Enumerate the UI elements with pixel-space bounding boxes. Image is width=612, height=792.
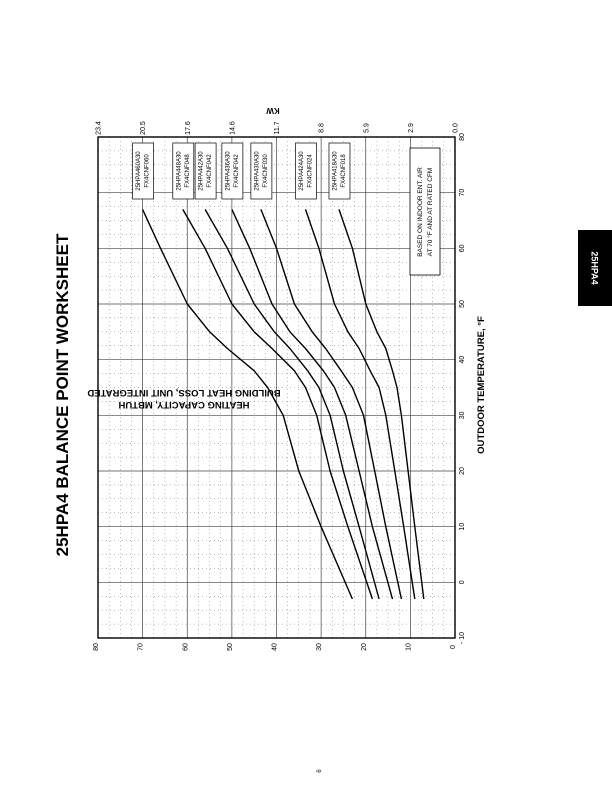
series-label: 25HPA430A30 FX4CNF030 bbox=[250, 142, 273, 200]
series-label-box bbox=[328, 142, 351, 200]
series-label: 25HPA436A30 FX4CNF042 bbox=[221, 142, 244, 200]
x-tick-label: 10 bbox=[459, 523, 466, 531]
series-label: 25HPA424A30 FX4CNF024 bbox=[295, 142, 317, 200]
y-tick-label: 40 bbox=[272, 643, 279, 651]
series-label-box bbox=[132, 142, 154, 200]
kw-axis-label: KW bbox=[266, 106, 280, 115]
chart-title: 25HPA4 BALANCE POINT WORKSHEET bbox=[53, 233, 72, 556]
series-name-2: FX4CNF030 bbox=[263, 154, 269, 188]
series-name: 25HPA424A30 bbox=[299, 151, 305, 191]
series-label-box bbox=[221, 142, 244, 200]
y-tick-label: 10 bbox=[405, 643, 412, 651]
x-tick-label: 50 bbox=[459, 300, 466, 308]
x-tick-label: 80 bbox=[459, 133, 466, 141]
kw-tick-label: 23.4 bbox=[96, 121, 103, 135]
y-tick-label: 60 bbox=[182, 643, 189, 651]
series-label: 25HPA460A30 FX4CNF060 bbox=[132, 142, 154, 200]
series-label-box bbox=[172, 142, 195, 200]
kw-tick-label: 5.9 bbox=[363, 123, 370, 133]
y-axis-label-line2: HEATING CAPACITY, MBTUH bbox=[118, 399, 249, 410]
series-name-2: FX4CNF018 bbox=[341, 154, 347, 188]
series-name: 25HPA418A30 bbox=[332, 151, 338, 191]
y-tick-label: 30 bbox=[316, 643, 323, 651]
series-label-box bbox=[194, 142, 217, 200]
series-label-box bbox=[295, 142, 317, 200]
series-name-2: FX4CNF042 bbox=[207, 154, 213, 188]
x-tick-label: - 10 bbox=[459, 632, 466, 644]
y-tick-label: 80 bbox=[93, 643, 100, 651]
note-line: BASED ON INDOOR ENT. AIR bbox=[417, 167, 424, 257]
x-tick-label: 20 bbox=[459, 467, 466, 475]
kw-tick-label: 17.6 bbox=[185, 121, 192, 135]
series-line bbox=[182, 209, 374, 600]
y-axis-label-line1: BUILDING HEAT LOSS, UNIT INTEGRATED bbox=[87, 387, 280, 398]
series-name: 25HPA430A30 bbox=[254, 151, 260, 191]
section-tab: 25HPA4 bbox=[578, 230, 612, 306]
y-tick-label: 0 bbox=[450, 645, 457, 649]
y-tick-label: 50 bbox=[227, 643, 234, 651]
series-label: 25HPA418A30 FX4CNF018 bbox=[328, 142, 351, 200]
series-name-2: FX4CNF060 bbox=[145, 154, 151, 188]
series-line bbox=[304, 209, 416, 600]
x-tick-label: 0 bbox=[459, 580, 466, 584]
series-line bbox=[338, 209, 425, 600]
x-tick-label: 40 bbox=[459, 356, 466, 364]
series-name: 25HPA442A30 bbox=[199, 151, 205, 191]
series-name-2: FX4CNF024 bbox=[308, 154, 314, 188]
x-tick-label: 30 bbox=[459, 411, 466, 419]
series-label: 25HPA442A30 FX4CNF042 bbox=[194, 142, 217, 200]
plot-area: - 1001020304050607080010203040506070800.… bbox=[93, 121, 466, 651]
series-label-box bbox=[250, 142, 273, 200]
note-frame bbox=[409, 147, 441, 276]
series-line bbox=[260, 209, 403, 600]
x-axis-label: OUTDOOR TEMPERATURE, °F bbox=[476, 316, 487, 454]
series-label: 25HPA448A30 FX4CNF048 bbox=[172, 142, 195, 200]
page-number: 9 bbox=[314, 769, 321, 773]
x-tick-label: 60 bbox=[459, 244, 466, 252]
kw-tick-label: 14.6 bbox=[229, 121, 236, 135]
series-name: 25HPA448A30 bbox=[176, 151, 182, 191]
y-tick-label: 70 bbox=[138, 643, 145, 651]
plot-frame bbox=[97, 136, 456, 639]
y-tick-label: 20 bbox=[361, 643, 368, 651]
series-name: 25HPA460A30 bbox=[136, 151, 142, 191]
kw-tick-label: 8.8 bbox=[319, 123, 326, 133]
note-line: AT 70 °F AND AT RATED CFM bbox=[426, 168, 434, 257]
kw-tick-label: 2.9 bbox=[408, 123, 415, 133]
series-name: 25HPA436A30 bbox=[225, 151, 231, 191]
series-name-2: FX4CNF048 bbox=[185, 154, 191, 188]
note-box: BASED ON INDOOR ENT. AIR AT 70 °F AND AT … bbox=[409, 147, 441, 276]
series-line bbox=[204, 209, 380, 600]
series-line bbox=[141, 209, 354, 600]
kw-tick-label: 0.0 bbox=[453, 123, 460, 133]
x-tick-label: 70 bbox=[459, 189, 466, 197]
kw-tick-label: 20.5 bbox=[140, 121, 147, 135]
kw-tick-label: 11.7 bbox=[274, 121, 281, 134]
series-name-2: FX4CNF042 bbox=[234, 154, 240, 188]
series-line bbox=[231, 209, 394, 600]
section-tab-label: 25HPA4 bbox=[589, 251, 600, 285]
